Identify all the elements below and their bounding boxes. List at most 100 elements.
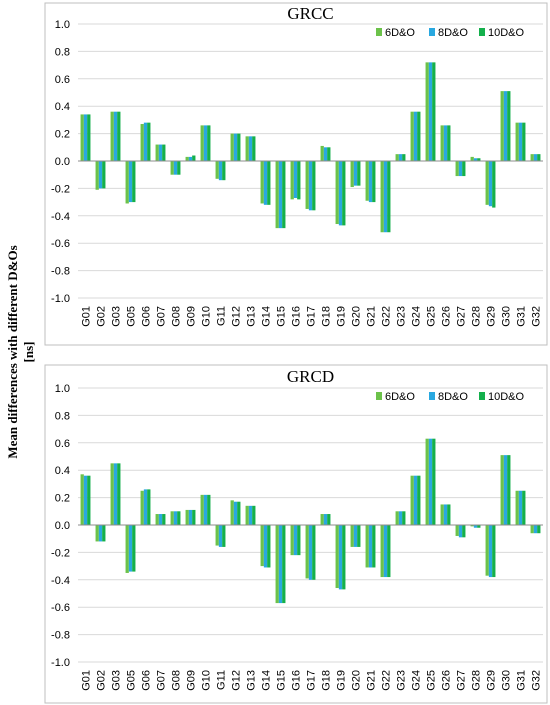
chart-1-bar-g31-s2 [518, 490, 523, 525]
chart-0-bar-g14-s3 [267, 161, 271, 205]
chart-0-category-label: G16 [291, 306, 303, 327]
chart-1-bar-g16-s1 [290, 525, 294, 556]
chart-1-bar-g28-s1 [470, 525, 474, 527]
chart-0-bar-g27-s2 [458, 161, 463, 177]
chart-0-bar-g17-s3 [312, 161, 316, 211]
chart-0-legend-label: 6D&O [385, 27, 415, 39]
chart-0-bar-g23-s1 [395, 154, 399, 161]
chart-0-bar-g12-s1 [230, 133, 234, 161]
chart-1-bar-g17-s3 [312, 525, 316, 580]
chart-0-bar-g19-s3 [342, 161, 346, 226]
chart-1-category-label: G16 [291, 670, 303, 691]
chart-0-bar-g02-s2 [98, 161, 103, 189]
chart-0-category-label: G12 [231, 306, 243, 327]
chart-1-category-label: G29 [486, 670, 498, 691]
chart-1-bar-g19-s1 [335, 525, 339, 589]
chart-0-legend-label: 10D&O [488, 27, 525, 39]
chart-0-category-label: G05 [126, 306, 138, 327]
chart-1-bar-g24-s2 [413, 475, 418, 525]
chart-0-bar-g21-s1 [365, 161, 369, 201]
chart-1-bar-g08-s1 [170, 511, 174, 525]
chart-0-category-label: G18 [321, 306, 333, 327]
chart-0-category-label: G09 [186, 306, 198, 327]
chart-1-category-label: G13 [246, 670, 258, 691]
chart-0-bar-g13-s2 [248, 136, 253, 161]
chart-0-bar-g01-s1 [80, 114, 84, 161]
chart-0-bar-g11-s2 [218, 161, 223, 181]
chart-0-bar-g20-s1 [350, 161, 354, 188]
chart-1-category-label: G07 [156, 670, 168, 691]
chart-0-bar-g06-s3 [147, 122, 151, 161]
chart-1-category-label: G19 [336, 670, 348, 691]
chart-0-category-label: G10 [201, 306, 213, 327]
chart-0-bar-g20-s2 [353, 161, 358, 186]
chart-1-bar-g13-s2 [248, 505, 253, 525]
chart-0-category-label: G07 [156, 306, 168, 327]
chart-0-bar-g21-s3 [372, 161, 376, 203]
chart-0-bar-g27-s1 [455, 161, 459, 177]
chart-1-bar-g12-s3 [237, 501, 241, 525]
chart-1-bar-g20-s3 [357, 525, 361, 547]
chart-0-y-tick-label: -0.6 [51, 238, 70, 250]
chart-1-bar-g16-s2 [293, 525, 298, 556]
chart-1-category-label: G11 [216, 670, 228, 690]
chart-0-bar-g24-s3 [417, 111, 421, 161]
chart-1-bar-g14-s3 [267, 525, 271, 568]
chart-0-bar-g12-s3 [237, 133, 241, 161]
chart-1-bar-g12-s2 [233, 501, 238, 525]
chart-1-bar-g09-s2 [188, 509, 193, 525]
chart-1-bar-g21-s2 [368, 525, 373, 568]
chart-1-bar-g30-s3 [507, 455, 511, 525]
chart-1-bar-g26-s3 [447, 504, 451, 525]
chart-1-bar-g20-s1 [350, 525, 354, 547]
chart-1-bar-g07-s1 [155, 514, 159, 525]
chart-1-y-tick-label: 1.0 [55, 383, 70, 395]
chart-1-bar-g15-s1 [275, 525, 279, 604]
chart-1-bar-g25-s2 [428, 438, 433, 525]
chart-0-bar-g30-s1 [500, 91, 504, 161]
chart-1-y-tick-label: 0.8 [55, 410, 70, 422]
chart-1-category-label: G26 [441, 670, 453, 691]
chart-1-legend-swatch [479, 392, 485, 400]
chart-1-category-label: G23 [396, 670, 408, 691]
chart-grcd: GRCD 1.0 0.8 0.6 0.4 0.2 0.0 -0.2 -0.4 -0.6 -0.8 -1… [44, 364, 548, 704]
chart-1-y-tick-label: -0.2 [51, 547, 70, 559]
chart-0-category-label: G30 [501, 306, 513, 327]
chart-1-category-label: G31 [516, 670, 528, 691]
y-axis-label-line-2: [ns] [21, 342, 36, 363]
chart-0-category-label: G29 [486, 306, 498, 327]
chart-0-bar-g25-s1 [425, 62, 429, 161]
chart-1-bar-g22-s3 [387, 525, 391, 578]
chart-1-bar-g23-s1 [395, 511, 399, 525]
chart-1-bar-g12-s1 [230, 500, 234, 525]
chart-1-bar-g25-s3 [432, 438, 436, 525]
chart-1-category-label: G20 [351, 670, 363, 691]
chart-1-bar-g14-s1 [260, 525, 264, 567]
chart-1-bar-g06-s2 [143, 489, 148, 525]
chart-0-category-label: G32 [531, 306, 543, 327]
chart-0-bar-g11-s1 [215, 161, 219, 179]
chart-1-category-label: G12 [231, 670, 243, 691]
chart-0-legend-swatch [376, 28, 382, 36]
chart-0-category-label: G23 [396, 306, 408, 327]
chart-1-bar-g06-s3 [147, 489, 151, 525]
chart-grcc: GRCC 1.0 0.8 0.6 0.4 0.2 0.0 -0.2 -0.4 -0.6 -0.8 -1… [44, 2, 548, 346]
chart-0-bar-g10-s1 [200, 125, 204, 161]
chart-0-bar-g32-s1 [530, 154, 534, 161]
chart-1-bar-g08-s3 [177, 511, 181, 525]
chart-1-legend-swatch [376, 392, 382, 400]
chart-1-bar-g06-s1 [140, 490, 144, 525]
chart-1-bar-g25-s1 [425, 438, 429, 525]
chart-1-bar-g19-s3 [342, 525, 346, 590]
chart-1-category-label: G06 [141, 670, 153, 691]
chart-1-bar-g29-s3 [492, 525, 496, 578]
chart-1-legend-label: 10D&O [488, 391, 525, 403]
chart-0-title: GRCC [287, 4, 333, 23]
chart-1-bar-g32-s1 [530, 525, 534, 534]
chart-0-bar-g15-s1 [275, 161, 279, 229]
chart-1-y-tick-label: -0.4 [51, 575, 70, 587]
chart-1-bar-g26-s1 [440, 504, 444, 525]
chart-1-bar-g13-s3 [252, 505, 256, 525]
chart-1-bar-g01-s2 [83, 475, 88, 525]
